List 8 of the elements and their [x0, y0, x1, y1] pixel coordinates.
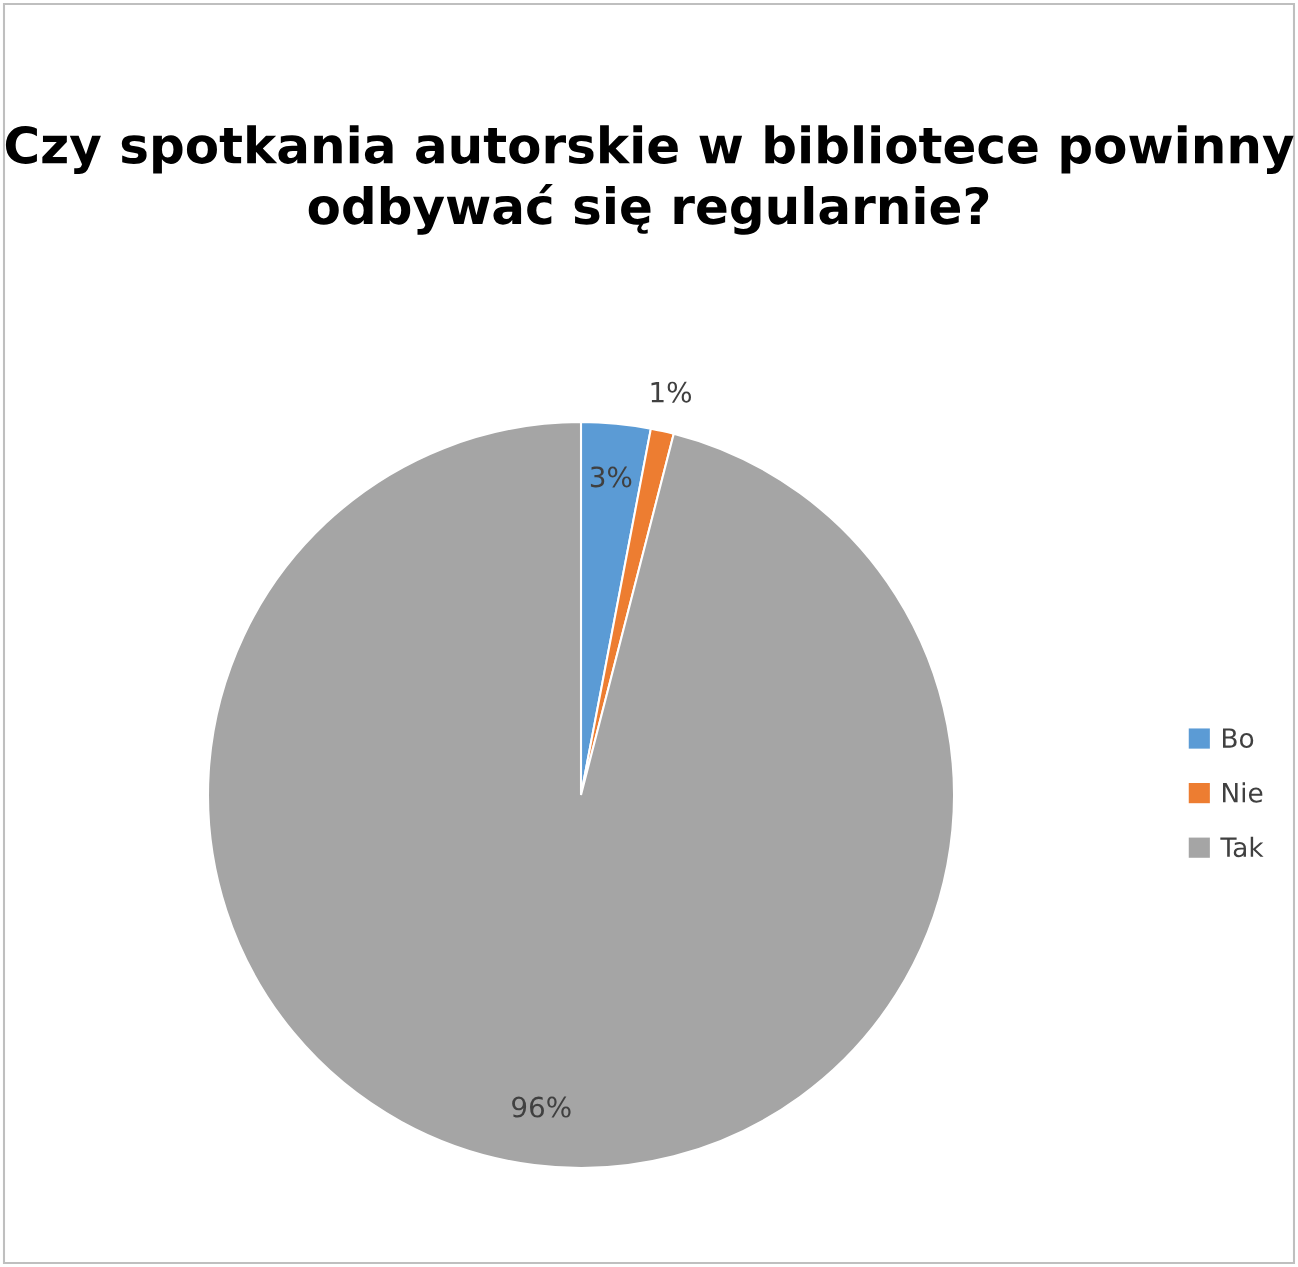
- data-label: 3%: [590, 466, 632, 488]
- pie-slice: [206, 420, 956, 1170]
- legend-label: Nie: [1223, 782, 1263, 803]
- legend-label: Bo: [1223, 728, 1254, 749]
- chart-title: Czy spotkania autorskie w bibliotece powinny odbywać się regularnie?: [5, 125, 1294, 235]
- legend-label: Tak: [1220, 836, 1264, 858]
- data-label: 1%: [651, 381, 692, 403]
- data-label: 96%: [512, 1096, 571, 1118]
